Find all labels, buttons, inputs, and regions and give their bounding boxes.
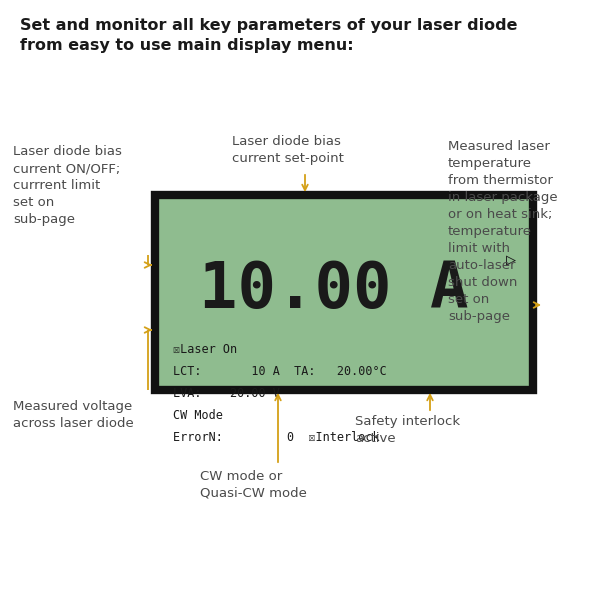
Text: 10.00 A: 10.00 A: [199, 259, 469, 321]
Text: Safety interlock
active: Safety interlock active: [355, 415, 460, 445]
Text: ErrorN:         0  ☒Interlock: ErrorN: 0 ☒Interlock: [173, 431, 380, 444]
Bar: [155, 195, 533, 390]
Text: Measured laser
temperature
from thermistor
in laser package
or on heat sink;
tem: Measured laser temperature from thermist…: [448, 140, 557, 323]
Text: CW mode or
Quasi-CW mode: CW mode or Quasi-CW mode: [200, 470, 307, 500]
Text: LCT:       10 A  TA:   20.00°C: LCT: 10 A TA: 20.00°C: [173, 365, 387, 378]
Text: Laser diode bias
current set-point: Laser diode bias current set-point: [232, 135, 344, 165]
Text: Measured voltage
across laser diode: Measured voltage across laser diode: [13, 400, 134, 430]
Text: CW Mode: CW Mode: [173, 409, 223, 422]
Text: ☒Laser On: ☒Laser On: [173, 343, 237, 356]
Text: Laser diode bias
current ON/OFF;
currrent limit
set on
sub-page: Laser diode bias current ON/OFF; currren…: [13, 145, 122, 226]
Text: ▷: ▷: [506, 251, 516, 269]
Text: Set and monitor all key parameters of your laser diode
from easy to use main dis: Set and monitor all key parameters of yo…: [20, 18, 517, 53]
Text: LVA:    20.00 V: LVA: 20.00 V: [173, 387, 280, 400]
